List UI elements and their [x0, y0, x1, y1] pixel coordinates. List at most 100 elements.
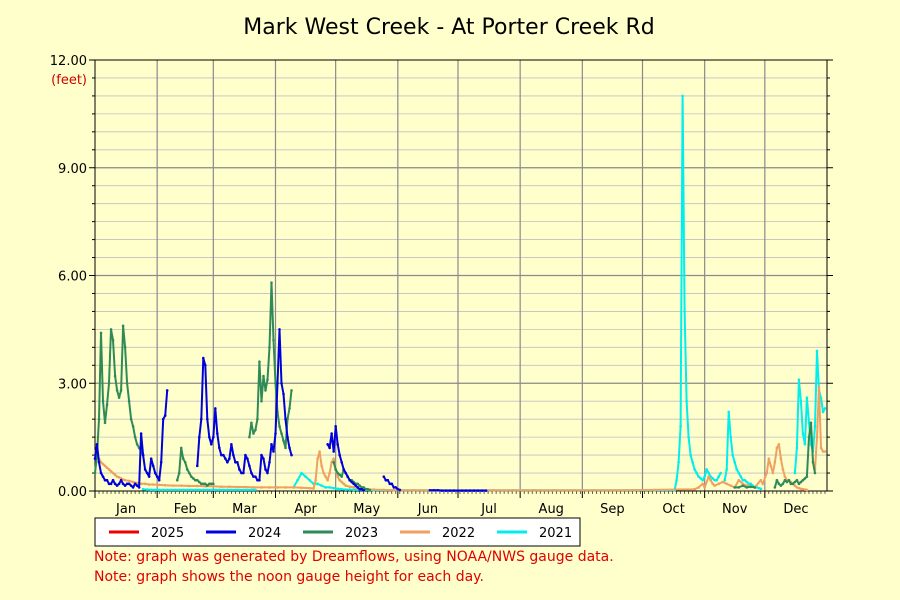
data-point [328, 486, 331, 489]
data-point [372, 488, 376, 491]
data-point [183, 460, 187, 464]
data-point [193, 488, 197, 492]
data-point [388, 482, 392, 486]
data-point [197, 488, 201, 492]
data-point [412, 488, 416, 492]
data-point [444, 489, 448, 492]
data-point [805, 475, 809, 478]
data-point [262, 374, 265, 378]
data-point [282, 392, 285, 396]
data-point [354, 484, 358, 487]
y-tick-label: 9.00 [58, 162, 87, 177]
data-point [189, 475, 193, 478]
data-point [685, 399, 688, 403]
x-tick-label: Mar [232, 502, 257, 517]
legend-label-2021: 2021 [539, 526, 572, 541]
data-point [390, 482, 394, 486]
data-point [113, 473, 117, 477]
data-point [216, 432, 219, 435]
data-point [753, 486, 757, 489]
data-point [93, 471, 97, 475]
data-point [308, 486, 311, 490]
data-point [244, 485, 247, 489]
data-point [105, 403, 109, 407]
data-point [208, 482, 211, 486]
data-point [212, 435, 215, 439]
data-point [653, 488, 656, 492]
data-point [236, 460, 239, 464]
data-point [141, 453, 145, 457]
data-point [382, 488, 386, 492]
data-point [276, 381, 279, 385]
data-point [813, 425, 817, 428]
data-point [336, 471, 339, 475]
data-point [346, 475, 349, 478]
data-point [119, 478, 123, 482]
x-tick-label: Oct [662, 502, 684, 517]
data-point [767, 457, 771, 460]
data-point [679, 425, 682, 428]
data-point [131, 480, 135, 484]
x-tick-label: Aug [539, 502, 564, 517]
x-tick-label: Jul [480, 502, 497, 517]
data-point [284, 417, 287, 421]
data-point [797, 482, 801, 486]
data-point [344, 471, 347, 475]
data-point [348, 485, 351, 488]
data-point [781, 482, 785, 486]
data-point [737, 486, 741, 489]
data-point [254, 488, 257, 492]
data-point [109, 469, 113, 473]
data-point [340, 475, 343, 478]
data-point [121, 482, 125, 486]
data-point [476, 489, 480, 492]
data-point [107, 381, 111, 385]
data-point [127, 399, 131, 403]
data-point [256, 478, 259, 482]
data-point [332, 460, 335, 464]
data-point [779, 484, 783, 487]
data-point [161, 488, 165, 492]
data-point [250, 488, 253, 492]
data-point [803, 477, 807, 480]
data-point [703, 475, 706, 478]
data-point [230, 443, 233, 446]
data-point [745, 480, 749, 484]
data-point [206, 488, 209, 492]
data-point [244, 453, 247, 457]
data-point [93, 457, 97, 460]
data-point [717, 482, 721, 486]
data-point [328, 446, 331, 450]
x-tick-label: Apr [294, 502, 317, 517]
data-point [350, 480, 354, 484]
data-point [201, 488, 205, 492]
data-point [344, 488, 347, 491]
data-point [222, 488, 225, 492]
data-point [801, 478, 805, 482]
data-point [288, 407, 291, 410]
data-point [384, 478, 388, 482]
data-point [197, 435, 201, 439]
data-point [715, 478, 718, 482]
data-point [334, 425, 337, 428]
legend-label-2022: 2022 [442, 526, 475, 541]
data-point [129, 417, 133, 421]
data-point [348, 488, 351, 491]
data-point [157, 478, 161, 482]
data-point [107, 482, 111, 486]
data-point [741, 482, 745, 486]
data-point [117, 396, 121, 399]
data-point [344, 484, 347, 487]
data-point [145, 471, 149, 475]
legend-label-2025: 2025 [151, 526, 184, 541]
x-tick-label: Jan [115, 502, 136, 517]
data-point [795, 446, 799, 450]
data-point [266, 378, 269, 381]
data-point [396, 487, 400, 491]
data-point [236, 485, 239, 489]
data-point [815, 435, 819, 439]
data-point [364, 487, 368, 491]
data-point [123, 484, 127, 487]
data-point [278, 328, 281, 331]
data-point [783, 478, 787, 482]
